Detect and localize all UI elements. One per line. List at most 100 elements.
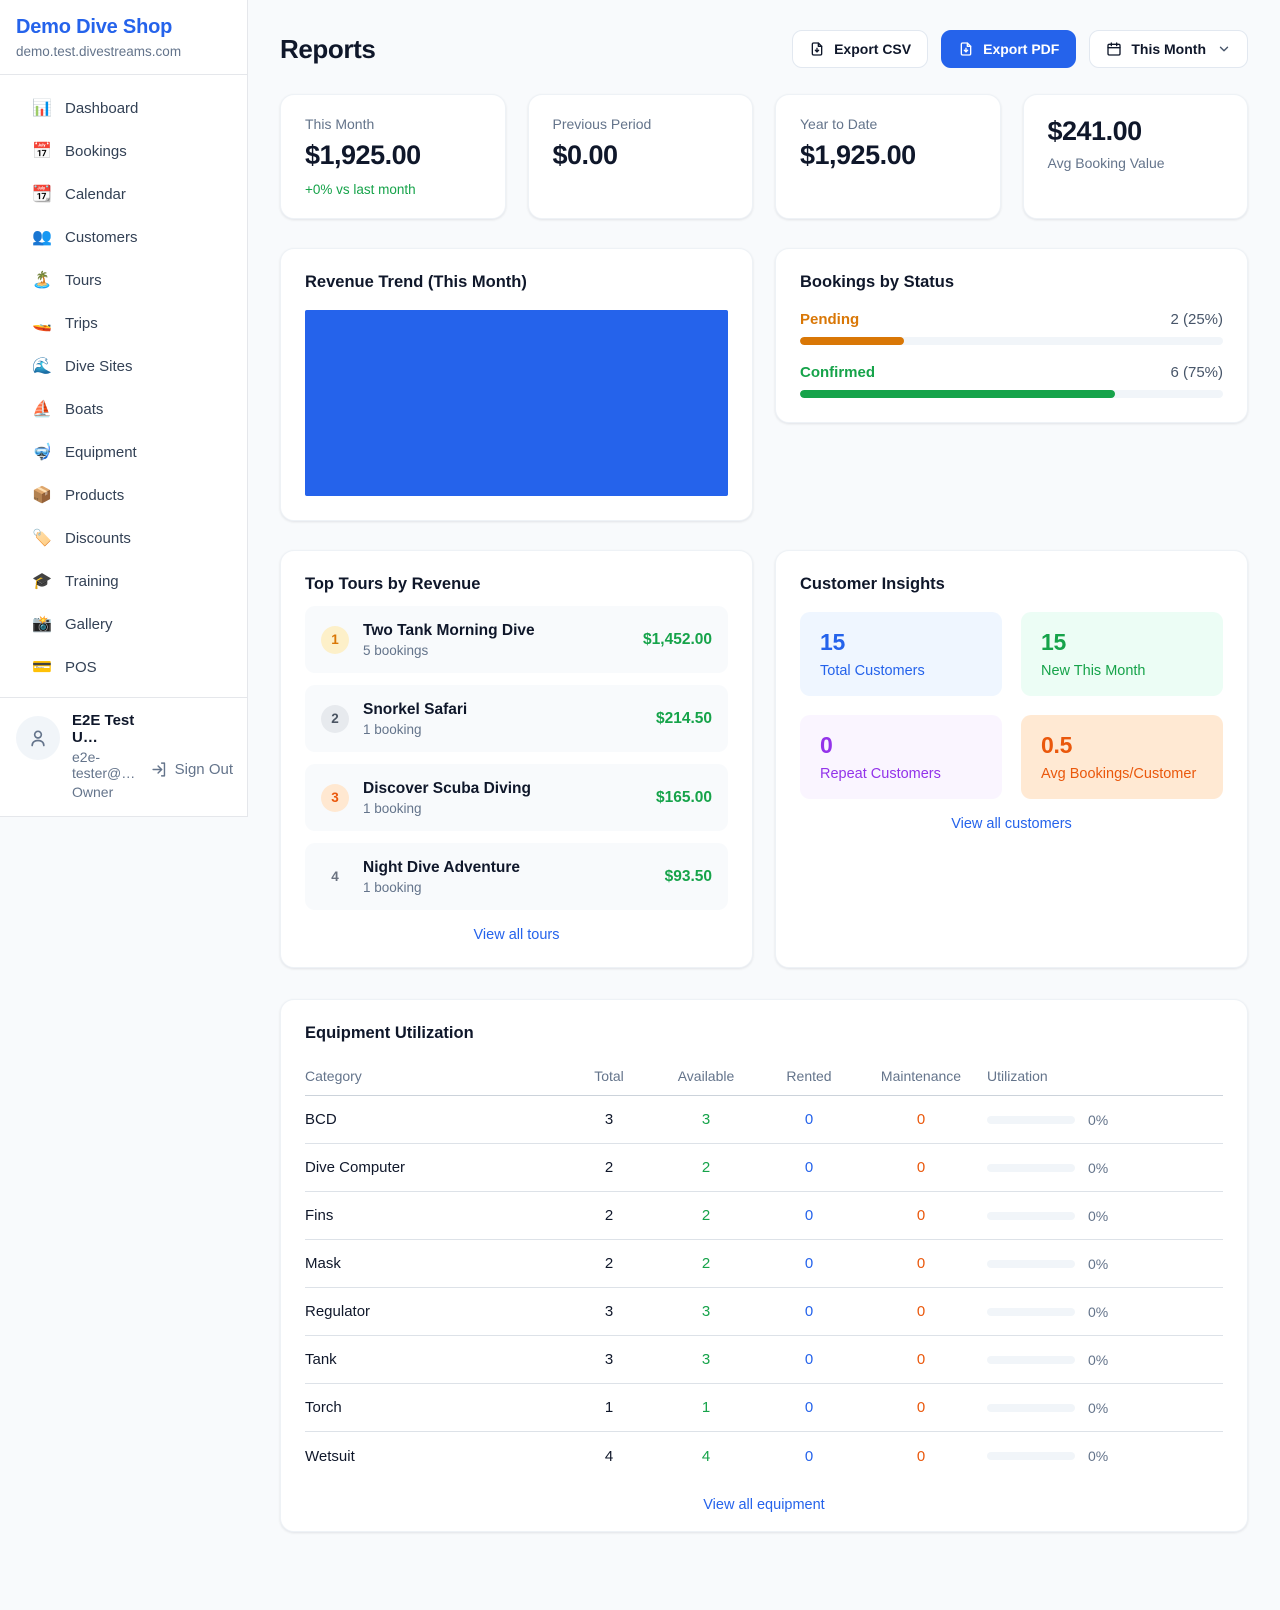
pos-icon: 💳 xyxy=(32,658,52,676)
cell-category: Wetsuit xyxy=(305,1447,355,1465)
page-header: Reports Export CSV Export PDF This Month xyxy=(280,30,1248,68)
stat-label: This Month xyxy=(305,116,375,132)
cell-available: 2 xyxy=(701,1159,711,1176)
tile-total-customers: 15 Total Customers xyxy=(800,612,1002,696)
stat-label: Avg Booking Value xyxy=(1047,155,1165,171)
cell-available: 3 xyxy=(701,1111,711,1128)
cell-maintenance: 0 xyxy=(916,1351,926,1368)
sidebar-item-tours[interactable]: 🏝️ Tours xyxy=(8,259,239,302)
table-header: Category Total Available Rented Maintena… xyxy=(305,1056,1223,1096)
col-rented: Rented xyxy=(786,1067,832,1084)
sidebar-item-label: Trips xyxy=(65,315,98,332)
tours-icon: 🏝️ xyxy=(32,271,52,289)
sidebar-item-label: Dashboard xyxy=(65,100,139,117)
sidebar-item-bookings[interactable]: 📅 Bookings xyxy=(8,130,239,173)
avatar xyxy=(16,716,60,760)
user-info: E2E Test U… e2e-tester@… Owner xyxy=(72,712,139,800)
tile-label: Repeat Customers xyxy=(820,766,941,782)
rank-badge: 2 xyxy=(321,704,349,733)
export-pdf-button[interactable]: Export PDF xyxy=(941,30,1077,68)
cell-utilization: 0% xyxy=(1088,1111,1109,1128)
bookings-by-status-title: Bookings by Status xyxy=(800,273,955,291)
cell-total: 1 xyxy=(604,1399,614,1416)
sidebar-item-dashboard[interactable]: 📊 Dashboard xyxy=(8,87,239,130)
cell-utilization: 0% xyxy=(1088,1159,1109,1176)
sidebar-item-trips[interactable]: 🚤 Trips xyxy=(8,302,239,345)
stat-year-to-date: Year to Date $1,925.00 xyxy=(775,94,1001,219)
sidebar-item-label: Discounts xyxy=(65,530,131,547)
sidebar-item-training[interactable]: 🎓 Training xyxy=(8,560,239,603)
utilization-bar xyxy=(987,1355,1075,1364)
tour-name: Snorkel Safari xyxy=(363,700,468,718)
sidebar-item-gallery[interactable]: 📸 Gallery xyxy=(8,603,239,646)
tile-label: New This Month xyxy=(1041,663,1146,679)
sidebar-item-equipment[interactable]: 🤿 Equipment xyxy=(8,431,239,474)
tour-bookings: 5 bookings xyxy=(363,642,429,658)
page-title: Reports xyxy=(280,33,376,64)
col-utilization: Utilization xyxy=(987,1067,1048,1084)
cell-total: 3 xyxy=(604,1111,614,1128)
sidebar-item-products[interactable]: 📦 Products xyxy=(8,474,239,517)
progress-fill xyxy=(800,337,904,345)
tour-amount: $93.50 xyxy=(664,867,712,885)
sidebar-item-calendar[interactable]: 📆 Calendar xyxy=(8,173,239,216)
sidebar-item-boats[interactable]: ⛵ Boats xyxy=(8,388,239,431)
training-icon: 🎓 xyxy=(32,572,52,590)
user-section: E2E Test U… e2e-tester@… Owner Sign Out xyxy=(0,697,247,816)
tour-bookings: 1 booking xyxy=(363,721,422,737)
gallery-icon: 📸 xyxy=(32,615,52,633)
cell-category: BCD xyxy=(305,1111,337,1128)
sign-out-button[interactable]: Sign Out xyxy=(151,738,233,800)
revenue-trend-title: Revenue Trend (This Month) xyxy=(305,273,527,291)
cell-maintenance: 0 xyxy=(916,1159,926,1176)
sidebar-item-label: Dive Sites xyxy=(65,358,133,375)
utilization-bar xyxy=(987,1259,1075,1268)
table-row: Tank 3 3 0 0 0% xyxy=(305,1336,1223,1384)
sidebar-item-dive-sites[interactable]: 🌊 Dive Sites xyxy=(8,345,239,388)
view-all-customers-link[interactable]: View all customers xyxy=(800,816,1223,832)
table-row: Torch 1 1 0 0 0% xyxy=(305,1384,1223,1432)
main-content: Reports Export CSV Export PDF This Month… xyxy=(248,0,1280,1564)
sidebar-item-label: Customers xyxy=(65,229,138,246)
export-pdf-label: Export PDF xyxy=(983,41,1060,57)
cell-available: 4 xyxy=(701,1447,711,1465)
sidebar: Demo Dive Shop demo.test.divestreams.com… xyxy=(0,0,248,817)
utilization-bar xyxy=(987,1163,1075,1172)
tour-amount: $214.50 xyxy=(655,709,712,727)
equipment-utilization-title: Equipment Utilization xyxy=(305,1024,474,1042)
logout-icon xyxy=(152,761,165,777)
stat-delta: +0% vs last month xyxy=(305,182,416,197)
rank-badge: 3 xyxy=(321,783,349,812)
export-csv-button[interactable]: Export CSV xyxy=(792,30,929,68)
view-all-tours-link[interactable]: View all tours xyxy=(305,927,728,943)
equipment-icon: 🤿 xyxy=(32,443,52,461)
sidebar-item-discounts[interactable]: 🏷️ Discounts xyxy=(8,517,239,560)
table-row: Dive Computer 2 2 0 0 0% xyxy=(305,1144,1223,1192)
cell-utilization: 0% xyxy=(1088,1255,1109,1272)
top-tours-title: Top Tours by Revenue xyxy=(305,575,481,593)
sidebar-item-pos[interactable]: 💳 POS xyxy=(8,646,239,689)
status-count: 6 (75%) xyxy=(1170,364,1223,381)
equipment-table: Category Total Available Rented Maintena… xyxy=(305,1056,1223,1480)
cell-maintenance: 0 xyxy=(916,1399,926,1416)
cell-maintenance: 0 xyxy=(916,1447,926,1465)
view-all-equipment-link[interactable]: View all equipment xyxy=(305,1497,1223,1513)
tour-row: 4 Night Dive Adventure 1 booking $93.50 xyxy=(305,843,728,910)
cell-rented: 0 xyxy=(804,1207,814,1224)
lists-row: Top Tours by Revenue 1 Two Tank Morning … xyxy=(280,550,1248,968)
tile-label: Avg Bookings/Customer xyxy=(1041,766,1197,782)
status-label: Pending xyxy=(800,311,860,328)
cell-utilization: 0% xyxy=(1088,1207,1109,1224)
sign-out-label: Sign Out xyxy=(174,760,233,778)
file-download-icon xyxy=(811,42,823,56)
cell-utilization: 0% xyxy=(1088,1303,1109,1320)
cell-category: Mask xyxy=(305,1255,341,1272)
period-dropdown[interactable]: This Month xyxy=(1089,30,1248,68)
stat-cards: This Month $1,925.00 +0% vs last month P… xyxy=(280,94,1248,219)
table-row: BCD 3 3 0 0 0% xyxy=(305,1096,1223,1144)
cell-total: 2 xyxy=(604,1255,614,1272)
calendar-icon: 📆 xyxy=(32,185,52,203)
revenue-trend-card: Revenue Trend (This Month) xyxy=(280,248,753,521)
sidebar-item-customers[interactable]: 👥 Customers xyxy=(8,216,239,259)
charts-row: Revenue Trend (This Month) Bookings by S… xyxy=(280,248,1248,521)
